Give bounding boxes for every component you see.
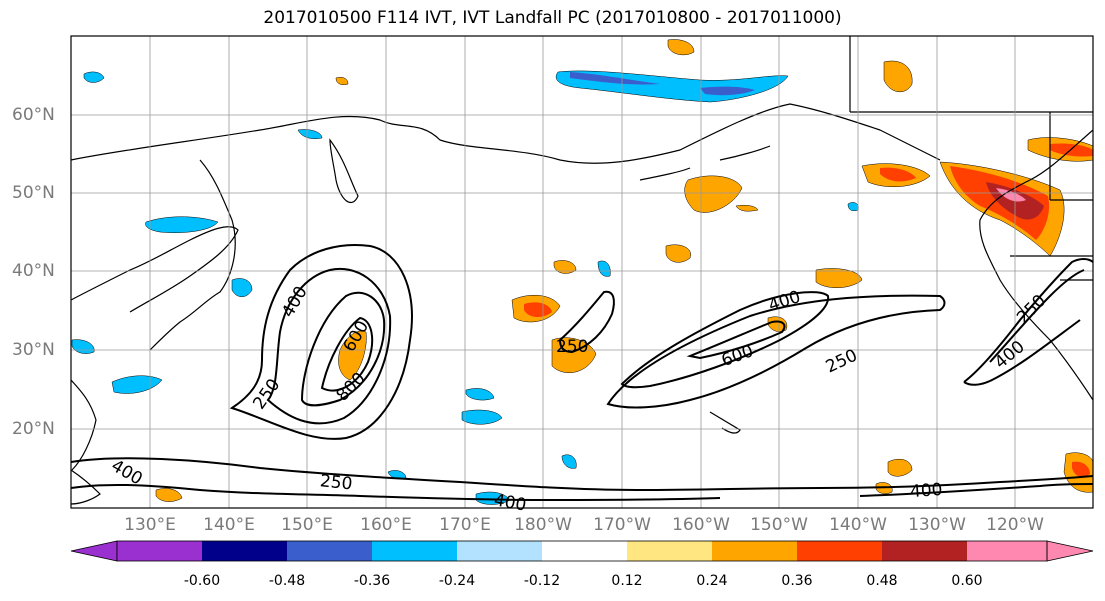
graticule [71,36,1093,508]
colorbar-tick-label: 0.36 [781,573,813,589]
lon-label: 130°W [908,515,966,535]
lon-label: 160°E [360,515,412,535]
colorbar-bin [712,541,797,561]
contour-label: 400 [909,480,943,502]
colorbar-tick-label: -0.60 [183,573,221,589]
colorbar-bin [202,541,287,561]
colorbar-bin [372,541,457,561]
lon-label: 170°W [593,515,651,535]
colorbar-bin [287,541,372,561]
coastlines [70,36,1094,505]
lon-label: 150°W [750,515,808,535]
colorbar-bin [967,541,1047,561]
lon-label: 170°E [439,515,491,535]
map-frame [70,35,1094,509]
contour-label: 400 [492,490,527,515]
lon-label: 160°W [672,515,730,535]
colorbar-tick-label: -0.12 [523,573,561,589]
colorbar-tick-label: 0.24 [696,573,728,589]
lon-label: 140°E [203,515,255,535]
colorbar-bin [117,541,202,561]
lat-label: 50°N [12,183,55,203]
colorbar-extend-max [1046,540,1094,562]
colorbar-tick-label: -0.24 [438,573,476,589]
lon-label: 120°W [986,515,1044,535]
contour-label: 250 [556,337,588,357]
colorbar-tick-label: -0.36 [353,573,391,589]
lat-label: 60°N [12,105,55,125]
lat-label: 20°N [12,419,55,439]
colorbar-bin [627,541,712,561]
colorbar-extend-min [70,540,118,562]
lon-label: 140°W [829,515,887,535]
positive-anomaly-shading [155,39,1094,502]
colorbar-bin [542,541,627,561]
colorbar-tick-label: 0.60 [951,573,983,589]
colorbar-bin [457,541,542,561]
colorbar-outline [116,540,1048,562]
lon-label: 180°W [514,515,572,535]
map-title: 2017010500 F114 IVT, IVT Landfall PC (20… [263,8,842,28]
contour-label: 250 [319,471,353,494]
colorbar-tick-label: 0.48 [866,573,898,589]
map-background [71,36,1093,508]
colorbar-tick-label: 0.12 [611,573,643,589]
lon-label: 150°E [281,515,333,535]
negative-anomaly-shading [71,70,859,505]
colorbar-bin [882,541,967,561]
lon-label: 130°E [124,515,176,535]
lat-label: 30°N [12,340,55,360]
colorbar-tick-label: -0.48 [268,573,306,589]
colorbar-bin [797,541,882,561]
colorbar [70,540,1094,562]
lat-label: 40°N [12,261,55,281]
ivt-contours [70,244,1094,502]
